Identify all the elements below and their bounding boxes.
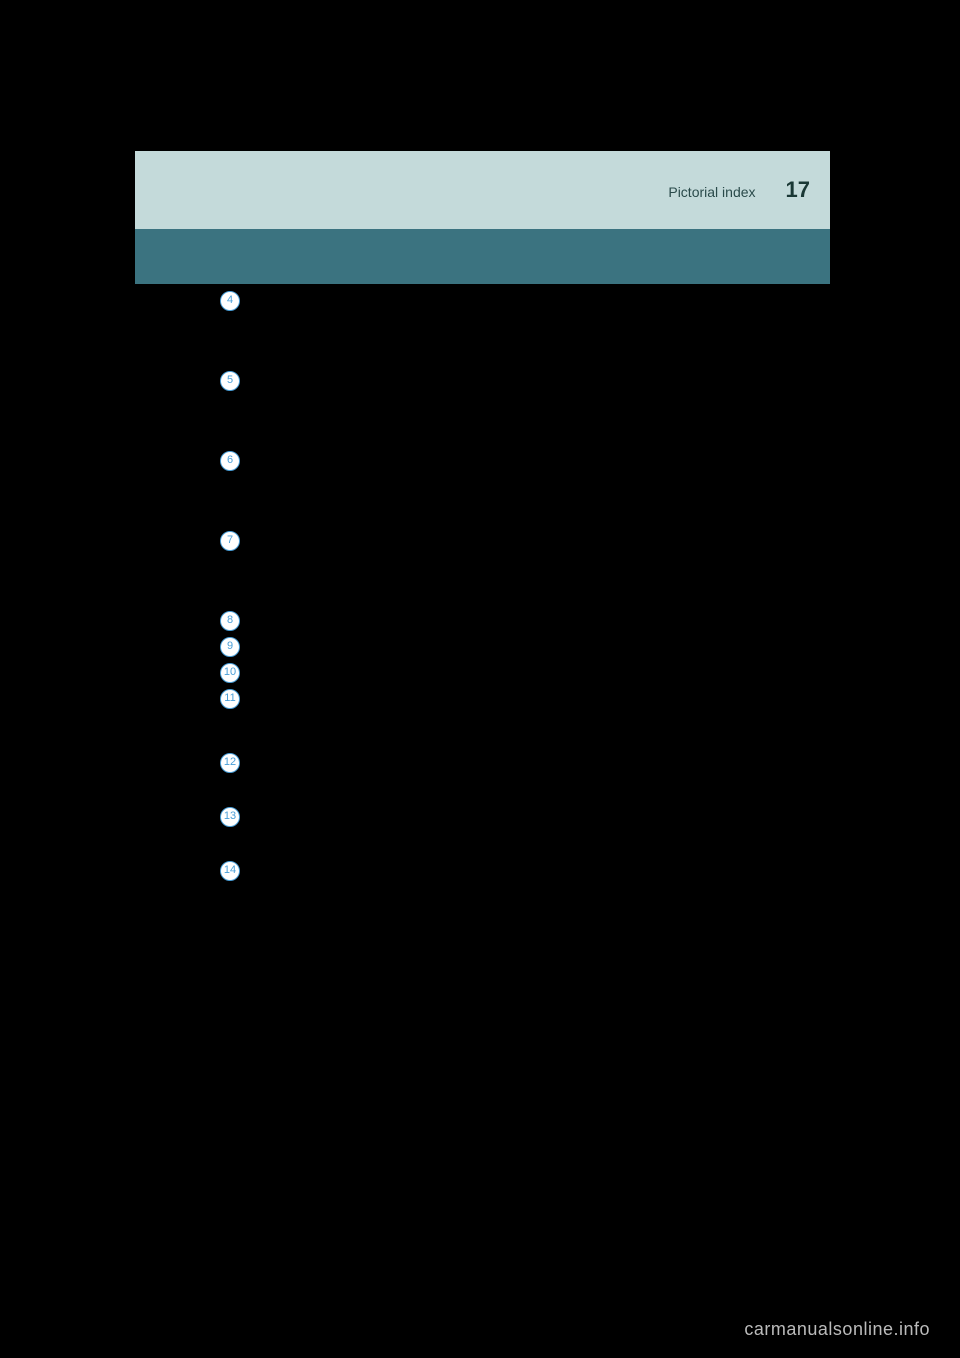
watermark-text: carmanualsonline.info: [744, 1319, 930, 1340]
header-dark-band: [135, 229, 830, 284]
callout-marker-12: 12: [220, 753, 240, 773]
callout-marker-14: 14: [220, 861, 240, 881]
header-light-band: Pictorial index 17: [135, 151, 830, 229]
callout-marker-13: 13: [220, 807, 240, 827]
marker-list: 4 5 6 7 8 9 10 11 12 13 14: [220, 291, 820, 915]
callout-marker-5: 5: [220, 371, 240, 391]
callout-marker-7: 7: [220, 531, 240, 551]
header-text-group: Pictorial index 17: [668, 177, 810, 203]
page-number: 17: [786, 177, 810, 203]
content-area: 4 5 6 7 8 9 10 11 12 13 14: [220, 291, 820, 915]
section-label: Pictorial index: [668, 184, 755, 200]
callout-marker-9: 9: [220, 637, 240, 657]
callout-marker-10: 10: [220, 663, 240, 683]
callout-marker-8: 8: [220, 611, 240, 631]
callout-marker-11: 11: [220, 689, 240, 709]
page-container: Pictorial index 17 4 5 6 7 8 9 10 11 12 …: [135, 151, 830, 1291]
callout-marker-4: 4: [220, 291, 240, 311]
callout-marker-6: 6: [220, 451, 240, 471]
